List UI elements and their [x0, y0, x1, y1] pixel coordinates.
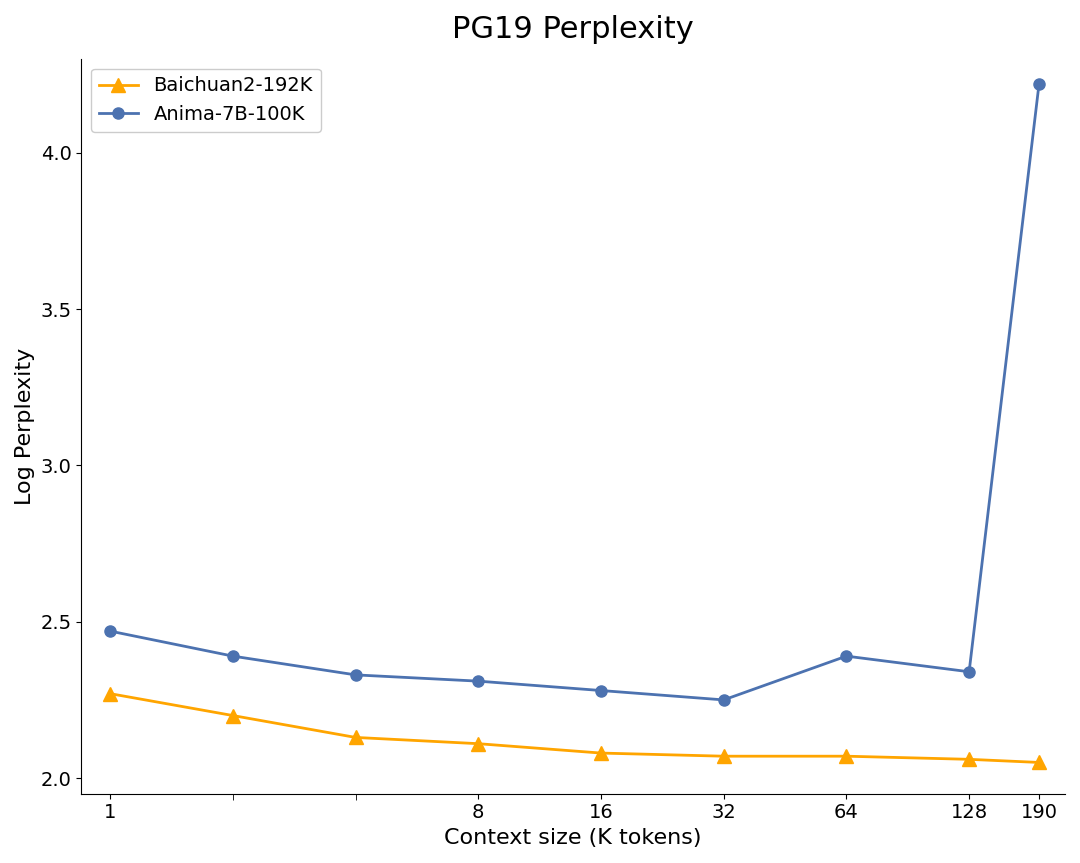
- Baichuan2-192K: [1032, 757, 1045, 767]
- Y-axis label: Log Perplexity: Log Perplexity: [15, 348, 35, 505]
- Anima-7B-100K: [594, 685, 607, 696]
- Baichuan2-192K: [227, 710, 240, 721]
- Anima-7B-100K: [1032, 79, 1045, 89]
- Anima-7B-100K: [227, 651, 240, 661]
- Legend: Baichuan2-192K, Anima-7B-100K: Baichuan2-192K, Anima-7B-100K: [91, 68, 321, 132]
- Baichuan2-192K: [104, 689, 117, 699]
- Anima-7B-100K: [349, 670, 362, 680]
- Anima-7B-100K: [472, 676, 485, 686]
- Baichuan2-192K: [717, 751, 730, 761]
- Anima-7B-100K: [717, 695, 730, 705]
- Title: PG19 Perplexity: PG19 Perplexity: [453, 15, 694, 44]
- Line: Anima-7B-100K: Anima-7B-100K: [105, 79, 1044, 705]
- Baichuan2-192K: [472, 739, 485, 749]
- Anima-7B-100K: [962, 666, 975, 677]
- Baichuan2-192K: [840, 751, 853, 761]
- Baichuan2-192K: [962, 754, 975, 765]
- Baichuan2-192K: [349, 732, 362, 742]
- X-axis label: Context size (K tokens): Context size (K tokens): [445, 828, 702, 848]
- Line: Baichuan2-192K: Baichuan2-192K: [104, 687, 1047, 770]
- Anima-7B-100K: [104, 626, 117, 636]
- Anima-7B-100K: [840, 651, 853, 661]
- Baichuan2-192K: [594, 748, 607, 759]
